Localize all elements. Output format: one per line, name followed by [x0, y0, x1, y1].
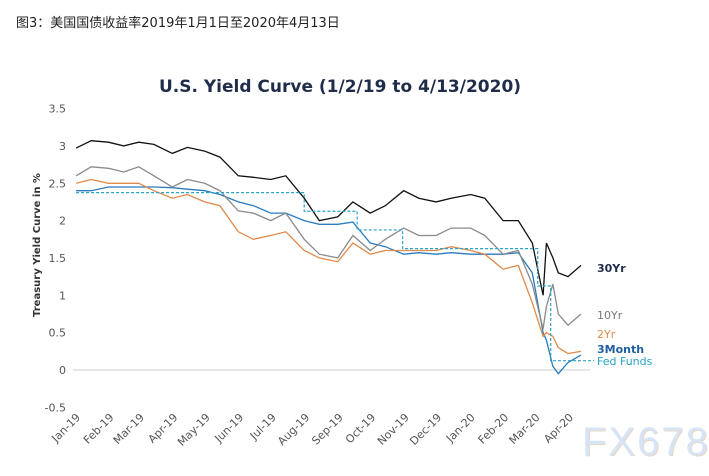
series-line-2yr — [75, 178, 582, 355]
chart-title: U.S. Yield Curve (1/2/19 to 4/13/2020) — [159, 77, 521, 97]
y-tick-label: 0.5 — [49, 327, 67, 340]
x-tick-label: Feb-19 — [81, 411, 117, 447]
y-tick-label: 2 — [59, 215, 66, 228]
x-tick-label: Sep-19 — [309, 411, 346, 448]
series-label: 2Yr — [597, 328, 616, 341]
x-tick-label: Dec-19 — [407, 411, 444, 448]
x-tick-label: Jul-19 — [247, 411, 279, 443]
series-line-fed-funds — [76, 191, 594, 362]
x-tick-label: Nov-19 — [375, 411, 412, 448]
series-label: Fed Funds — [597, 355, 653, 368]
x-tick-label: Mar-19 — [111, 411, 147, 447]
y-tick-label: -0.5 — [45, 401, 66, 414]
x-tick-label: Mar-20 — [507, 411, 543, 447]
series-line-3month — [76, 186, 582, 375]
series-label: 30Yr — [597, 262, 626, 275]
y-tick-label: 3.5 — [49, 103, 67, 116]
series-label: 10Yr — [597, 309, 623, 322]
x-tick-label: Apr-20 — [541, 411, 576, 446]
x-tick-label: Jun-19 — [212, 411, 247, 446]
x-tick-label: May-19 — [175, 411, 213, 449]
y-axis-label: Treasury Yield Curve in % — [32, 173, 43, 317]
x-tick-label: Aug-19 — [275, 411, 312, 448]
series-line-10yr — [75, 166, 582, 330]
x-tick-label: Oct-19 — [343, 411, 378, 446]
y-tick-label: 1.5 — [49, 252, 67, 265]
watermark: FX678 — [582, 420, 709, 464]
series-line-30yr — [75, 140, 582, 296]
x-tick-label: Feb-20 — [476, 411, 512, 447]
y-tick-label: 3 — [59, 140, 66, 153]
figure-caption: 图3：美国国债收益率2019年1月1日至2020年4月13日 — [16, 16, 340, 31]
y-tick-label: 2.5 — [49, 177, 67, 190]
y-tick-label: 0 — [59, 364, 66, 377]
y-tick-label: 1 — [59, 289, 66, 302]
x-tick-label: Jan-20 — [443, 411, 478, 446]
series-label: 3Month — [597, 343, 644, 356]
x-tick-label: Jan-19 — [49, 411, 84, 446]
